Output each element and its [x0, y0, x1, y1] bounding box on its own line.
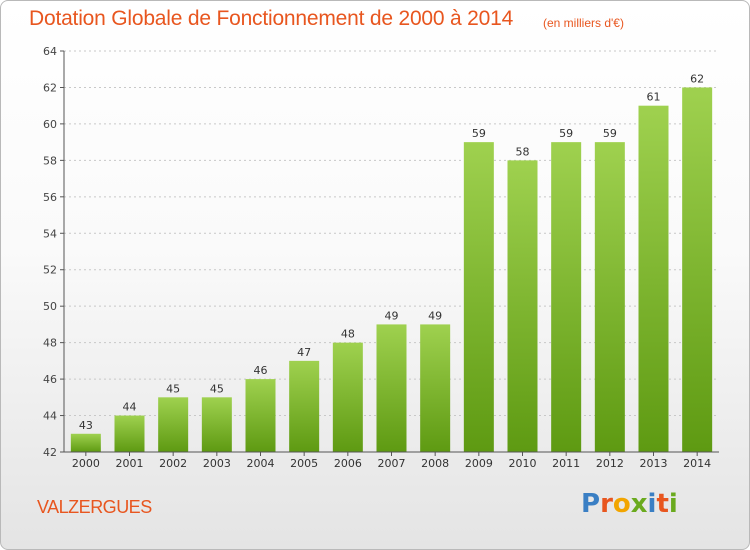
- x-tick-label: 2009: [465, 457, 493, 470]
- logo-letter: i: [647, 489, 657, 519]
- bar-2002: [158, 397, 189, 452]
- x-tick-label: 2002: [159, 457, 187, 470]
- x-tick-label: 2011: [552, 457, 580, 470]
- bar-value-label: 59: [559, 127, 573, 140]
- y-tick-label: 56: [43, 191, 57, 204]
- y-tick-label: 50: [43, 300, 57, 313]
- bar-2007: [376, 324, 407, 452]
- bar-value-label: 58: [516, 145, 530, 158]
- bar-value-label: 44: [123, 401, 137, 414]
- bar-2008: [420, 324, 451, 452]
- bar-2014: [682, 87, 713, 453]
- bar-value-label: 49: [428, 309, 442, 322]
- x-tick-label: 2001: [116, 457, 144, 470]
- bar-value-label: 62: [690, 72, 704, 85]
- bar-2003: [201, 397, 232, 452]
- x-tick-label: 2007: [378, 457, 406, 470]
- y-tick-label: 54: [43, 227, 57, 240]
- x-tick-label: 2014: [683, 457, 711, 470]
- logo-letter: o: [612, 489, 631, 519]
- bar-2006: [332, 342, 363, 452]
- x-tick-label: 2005: [290, 457, 318, 470]
- logo-letter: t: [656, 489, 669, 519]
- bar-2001: [114, 415, 145, 452]
- chart-unit: (en milliers d'€): [543, 16, 624, 30]
- x-tick-label: 2006: [334, 457, 362, 470]
- y-tick-label: 48: [43, 337, 57, 350]
- x-tick-label: 2013: [640, 457, 668, 470]
- bar-value-label: 49: [385, 309, 399, 322]
- x-tick-label: 2012: [596, 457, 624, 470]
- bar-2009: [463, 142, 494, 453]
- y-tick-label: 64: [43, 45, 57, 58]
- bar-value-label: 43: [79, 419, 93, 432]
- x-tick-label: 2003: [203, 457, 231, 470]
- bar-2013: [638, 105, 669, 452]
- bar-value-label: 61: [647, 91, 661, 104]
- y-tick-label: 60: [43, 118, 57, 131]
- x-tick-label: 2000: [72, 457, 100, 470]
- bar-value-label: 59: [603, 127, 617, 140]
- logo-letter: x: [630, 489, 648, 519]
- y-tick-label: 62: [43, 81, 57, 94]
- y-tick-label: 58: [43, 154, 57, 167]
- bar-2010: [507, 160, 538, 452]
- y-tick-label: 44: [43, 410, 57, 423]
- commune-name: VALZERGUES: [37, 497, 152, 517]
- bar-2011: [551, 142, 582, 453]
- proxiti-logo[interactable]: Proxiti: [581, 489, 678, 519]
- chart-title: Dotation Globale de Fonctionnement de 20…: [29, 7, 514, 30]
- y-tick-label: 52: [43, 264, 57, 277]
- bar-value-label: 46: [254, 364, 268, 377]
- x-tick-label: 2010: [509, 457, 537, 470]
- bar-value-label: 45: [210, 382, 224, 395]
- logo-letter: i: [668, 489, 678, 519]
- y-tick-label: 42: [43, 446, 57, 459]
- bar-2000: [70, 433, 101, 452]
- logo-letter: r: [600, 489, 613, 519]
- y-tick-label: 46: [43, 373, 57, 386]
- logo-letter: P: [581, 489, 601, 519]
- bar-value-label: 45: [166, 382, 180, 395]
- bar-2012: [594, 142, 625, 453]
- bar-2004: [245, 379, 276, 452]
- bar-value-label: 47: [297, 346, 311, 359]
- x-tick-label: 2004: [247, 457, 275, 470]
- x-tick-label: 2008: [421, 457, 449, 470]
- bar-2005: [289, 360, 320, 452]
- bar-value-label: 48: [341, 328, 355, 341]
- bar-value-label: 59: [472, 127, 486, 140]
